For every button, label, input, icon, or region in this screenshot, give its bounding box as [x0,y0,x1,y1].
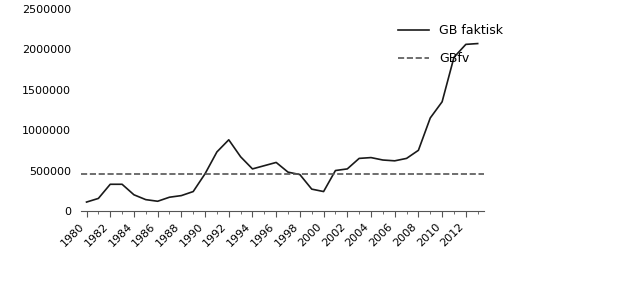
GB faktisk [391,159,399,163]
GB faktisk [355,157,363,160]
GB faktisk [225,138,232,142]
GB faktisk [130,193,138,197]
GB faktisk [320,190,327,193]
GB faktisk [190,190,197,193]
GB faktisk [95,197,102,200]
GB faktisk [367,156,374,159]
GB faktisk [474,42,481,45]
GB faktisk [450,56,458,59]
GB faktisk [213,150,221,154]
GB faktisk [260,164,268,167]
GB faktisk [285,171,292,174]
GB faktisk [178,194,185,197]
GB faktisk [83,200,91,204]
GB faktisk [343,167,351,171]
GB faktisk [142,198,149,201]
GB faktisk [118,183,126,186]
GB faktisk [202,172,209,176]
GB faktisk [462,42,469,46]
GB faktisk [272,161,280,164]
GB faktisk [427,116,434,120]
GB faktisk [154,200,161,203]
GB faktisk [308,187,316,191]
GB faktisk [403,157,410,160]
GB faktisk [249,167,256,171]
GB faktisk [107,183,114,186]
Line: GB faktisk: GB faktisk [87,44,477,202]
GB faktisk [438,100,446,103]
GB faktisk [237,155,244,159]
GB faktisk [415,149,422,152]
Legend: GB faktisk, GBfv: GB faktisk, GBfv [393,19,508,70]
GB faktisk [166,195,173,199]
GB faktisk [379,158,387,162]
GB faktisk [296,173,304,176]
GB faktisk [332,169,339,172]
